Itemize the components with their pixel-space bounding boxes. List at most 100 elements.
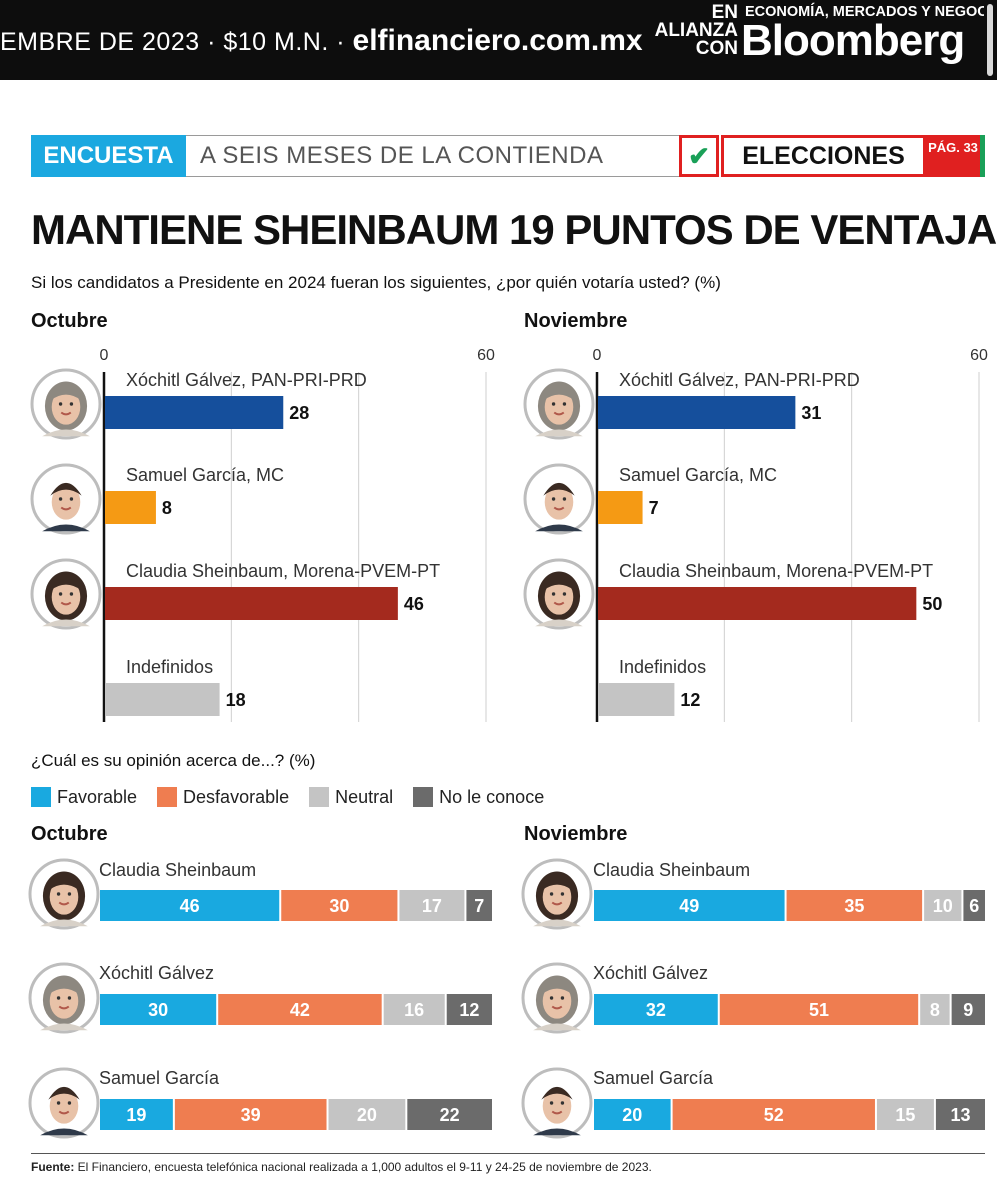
legend-swatch: [309, 787, 330, 807]
opinion-oct-segment: [218, 994, 382, 1025]
opinion-nov-segment: [935, 1099, 985, 1130]
avatar-mouth: [58, 1005, 70, 1010]
opinion-nov-segment-label: 8: [930, 1000, 940, 1020]
vote-question: Si los candidatos a Presidente en 2024 f…: [31, 273, 721, 292]
section-tag: ENCUESTA: [31, 135, 186, 177]
avatar-eye: [56, 1101, 61, 1105]
avatar-mouth: [60, 411, 72, 416]
opinion-nov-segment-label: 49: [679, 896, 699, 916]
opinion-nov-segment-label: 51: [809, 1000, 829, 1020]
avatar-shoulders: [533, 1023, 581, 1031]
avatar-mouth: [551, 1005, 563, 1010]
legend-swatch: [31, 787, 51, 807]
opinion-legend: Favorable Desfavorable Neutral No le con…: [31, 785, 564, 809]
avatar-eye: [549, 1101, 554, 1105]
galvez-avatar: [523, 368, 595, 440]
opinion-oct-category-label: Samuel García: [99, 1068, 220, 1088]
opinion-oct-segment-label: 12: [459, 1000, 479, 1020]
opinion-nov-segment-label: 13: [950, 1105, 970, 1125]
opinion-oct-segment: [383, 994, 445, 1025]
vote-oct-category-label: Indefinidos: [126, 657, 213, 677]
vote-oct-category-label: Claudia Sheinbaum, Morena-PVEM-PT: [126, 561, 440, 581]
avatar-mouth: [58, 1110, 70, 1115]
opinion-nov-segment: [920, 994, 950, 1025]
section-strip: ENCUESTA A SEIS MESES DE LA CONTIENDA ✔ …: [31, 135, 985, 177]
avatar-eye: [58, 402, 63, 406]
opinion-oct-segment: [281, 890, 398, 921]
opinion-nov-segment-label: 35: [844, 896, 864, 916]
garcia-avatar: [30, 463, 102, 535]
garcia-avatar: [521, 1067, 593, 1139]
sheinbaum-avatar: [30, 558, 102, 630]
vote-nov-category-label: Samuel García, MC: [619, 465, 777, 485]
vote-nov-value-label: 7: [649, 498, 659, 518]
vote-oct-bar: [105, 587, 398, 620]
avatar-face: [544, 579, 574, 615]
avatar-face: [544, 484, 574, 520]
vote-nov-value-label: 50: [922, 594, 942, 614]
avatar-eye: [549, 892, 554, 896]
opinion-nov-segment: [876, 1099, 934, 1130]
avatar-face: [49, 879, 79, 915]
source-note: Fuente: El Financiero, encuesta telefóni…: [31, 1160, 652, 1174]
opinion-oct-segment-label: 46: [180, 896, 200, 916]
vote-october-title: Octubre: [31, 310, 108, 332]
avatar-face: [51, 484, 81, 520]
avatar-shoulders: [533, 919, 581, 927]
vote-oct-tick-label: 0: [100, 347, 109, 364]
opinion-nov-segment: [594, 994, 718, 1025]
avatar-face: [49, 983, 79, 1019]
checkmark-icon: ✔: [679, 135, 719, 177]
masthead-bar: EMBRE DE 2023 · $10 M.N. · elfinanciero.…: [0, 0, 997, 80]
avatar-shoulders: [42, 429, 90, 437]
avatar-hair-top: [50, 577, 82, 591]
garcia-avatar: [28, 1067, 100, 1139]
legend-item-neutral: Neutral: [309, 787, 393, 808]
galvez-avatar: [30, 368, 102, 440]
avatar-eye: [58, 592, 63, 596]
source-text: El Financiero, encuesta telefónica nacio…: [74, 1160, 652, 1174]
avatar-shoulders: [533, 1128, 581, 1136]
avatar-eye: [560, 892, 565, 896]
avatar-face: [544, 389, 574, 425]
opinion-nov-segment-label: 32: [646, 1000, 666, 1020]
opinion-oct-segment: [174, 1099, 327, 1130]
avatar-hair-top: [48, 1086, 80, 1100]
legend-swatch: [413, 787, 434, 807]
vote-oct-category-label: Xóchitl Gálvez, PAN-PRI-PRD: [126, 370, 367, 390]
avatar-eye: [58, 497, 63, 501]
avatar-eye: [551, 497, 556, 501]
opinion-nov-segment: [719, 994, 919, 1025]
opinion-oct-segment-label: 39: [241, 1105, 261, 1125]
vote-oct-value-label: 18: [226, 690, 246, 710]
legend-label: Desfavorable: [183, 786, 290, 807]
avatar-shoulders: [40, 919, 88, 927]
avatar-mouth: [553, 411, 565, 416]
opinion-oct-segment-label: 42: [290, 1000, 310, 1020]
vote-oct-value-label: 8: [162, 498, 172, 518]
opinion-oct-segment: [466, 890, 492, 921]
opinion-nov-segment-label: 15: [895, 1105, 915, 1125]
bloomberg-logo: Bloomberg: [741, 16, 965, 65]
legend-item-favorable: Favorable: [31, 787, 137, 808]
avatar-hair-top: [541, 877, 573, 891]
opinion-oct-segment-label: 17: [422, 896, 442, 916]
avatar-shoulders: [42, 524, 90, 532]
avatar-eye: [56, 892, 61, 896]
avatar-hair-top: [543, 482, 575, 496]
footer-rule: [31, 1153, 985, 1154]
opinion-oct-segment-label: 30: [148, 1000, 168, 1020]
sheinbaum-avatar: [521, 858, 593, 930]
opinion-oct-segment: [100, 1099, 173, 1130]
avatar-eye: [551, 592, 556, 596]
avatar-shoulders: [42, 619, 90, 627]
opinion-nov-segment-label: 9: [963, 1000, 973, 1020]
vote-nov-bar: [598, 491, 643, 524]
vote-nov-value-label: 31: [801, 403, 821, 423]
elections-label: ELECCIONES: [721, 135, 926, 177]
opinion-question: ¿Cuál es su opinión acerca de...? (%): [31, 751, 316, 770]
scrollbar-thumb[interactable]: [987, 4, 993, 76]
opinion-oct-segment: [100, 994, 217, 1025]
avatar-eye: [562, 592, 567, 596]
